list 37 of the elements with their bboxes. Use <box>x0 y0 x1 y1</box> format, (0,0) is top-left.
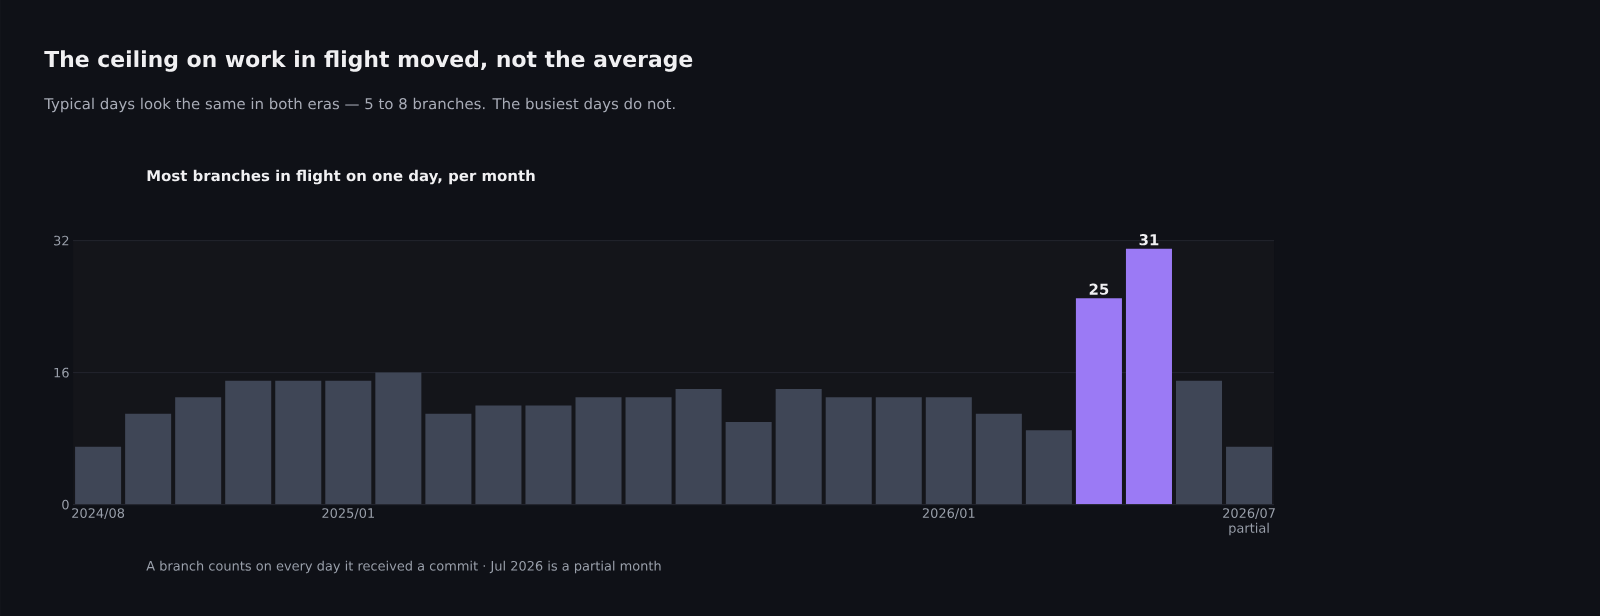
bar <box>625 397 672 505</box>
bar <box>1175 380 1223 505</box>
bar <box>475 405 522 505</box>
bar <box>225 380 272 505</box>
bar <box>775 389 822 505</box>
text: A branch counts on every day it received a commit · Jul 2026 is a partial month <box>146 560 661 574</box>
chart-title: The ceiling on work in flight moved, not the average <box>44 50 693 72</box>
text: Most branches in flight on one day, per month <box>147 169 535 185</box>
bar <box>275 380 322 505</box>
y-tick-label: 32 <box>54 235 69 246</box>
bar <box>1226 446 1273 505</box>
data-label: 25 <box>1089 283 1109 295</box>
y-tick-label: 0 <box>62 499 69 510</box>
x-tick-label: 2026/01 <box>922 508 975 519</box>
bar <box>525 405 572 505</box>
bar <box>75 446 122 505</box>
x-tick-label: 2026/07 partial <box>1223 508 1275 536</box>
bar <box>325 380 372 505</box>
bar <box>875 397 922 505</box>
bar <box>675 389 722 505</box>
bar <box>575 397 622 505</box>
bar <box>175 397 222 505</box>
x-tick-label: 2025/01 <box>322 508 374 519</box>
bar <box>1125 248 1172 505</box>
chart-subtitle: Typical days look the same in both eras — 5 to 8 branches. The busiest days do not. <box>44 97 675 113</box>
bar <box>375 372 422 505</box>
bar <box>725 422 772 505</box>
bar <box>1075 298 1122 505</box>
bar <box>925 397 972 505</box>
bar <box>1025 430 1072 505</box>
bar <box>125 413 172 505</box>
bar <box>825 397 872 505</box>
x-tick-label: 2024/08 <box>72 508 125 519</box>
y-tick-label: 16 <box>54 367 69 378</box>
bar <box>975 413 1022 505</box>
bar <box>425 413 472 505</box>
data-label: 31 <box>1139 234 1159 246</box>
